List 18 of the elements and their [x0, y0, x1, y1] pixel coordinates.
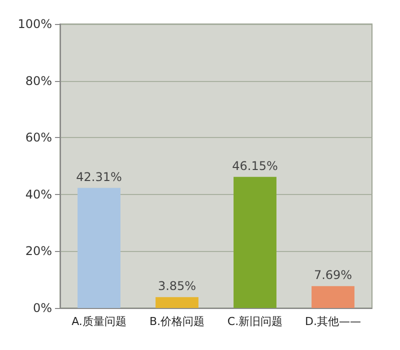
- y-tick-label: 0%: [32, 301, 52, 315]
- data-label: 42.31%: [76, 170, 122, 184]
- y-tick-label: 40%: [25, 187, 52, 202]
- x-tick-label: D.其他——: [305, 315, 361, 328]
- bar: [78, 188, 120, 308]
- bar: [234, 176, 276, 308]
- data-label: 3.85%: [158, 279, 196, 294]
- x-tick-label: C.新旧问题: [227, 315, 283, 328]
- y-tick-label: 20%: [25, 244, 52, 258]
- data-label: 46.15%: [232, 158, 278, 173]
- y-tick-label: 80%: [25, 74, 52, 88]
- x-tick-label: A.质量问题: [72, 315, 126, 328]
- x-tick-label: B.价格问题: [149, 315, 205, 328]
- data-label: 7.69%: [314, 268, 352, 282]
- y-tick-label: 100%: [18, 17, 52, 31]
- bar: [312, 286, 354, 308]
- y-tick-label: 60%: [25, 130, 52, 145]
- bar: [156, 297, 198, 308]
